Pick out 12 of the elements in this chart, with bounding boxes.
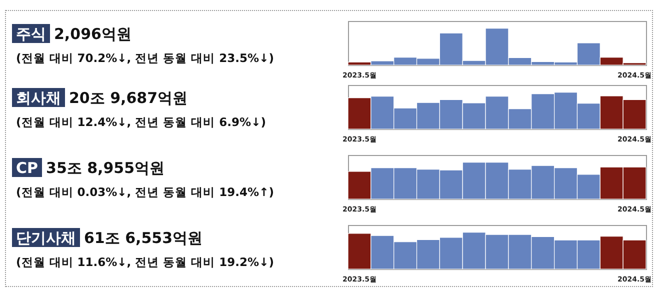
text: (전월 대비 70.2%↓, 전년 동월 대비 23.5%↓) xyxy=(16,51,274,65)
text: (전월 대비 12.4%↓, 전년 동월 대비 6.9%↓) xyxy=(16,115,266,129)
text: 주식 xyxy=(16,25,46,43)
text: 20조 9,687억원 xyxy=(69,89,188,107)
text: 61조 6,553억원 xyxy=(84,229,203,247)
text: (전월 대비 0.03%↓, 전년 동월 대비 19.4%↑) xyxy=(16,185,274,199)
text: (전월 대비 11.6%↓, 전년 동월 대비 19.2%↓) xyxy=(16,255,274,269)
text: CP xyxy=(16,159,38,177)
text: 단기사채 xyxy=(16,229,76,247)
text: 회사채 xyxy=(16,89,61,107)
text: 35조 8,955억원 xyxy=(46,159,165,177)
text: 2,096억원 xyxy=(54,25,132,43)
